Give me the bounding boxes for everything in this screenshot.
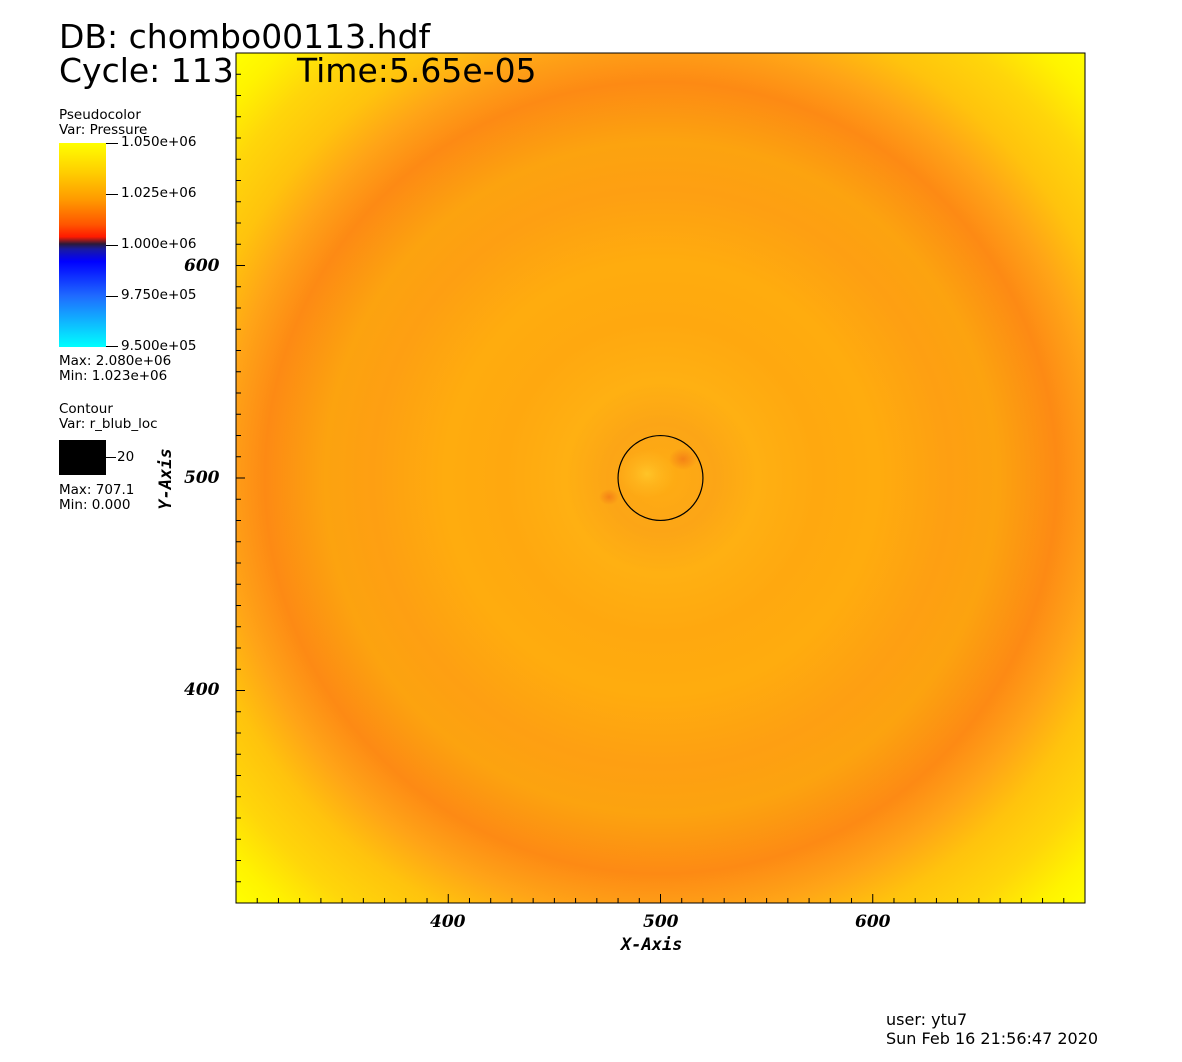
pseudocolor-legend-title: Pseudocolor [59, 107, 141, 123]
pseudocolor-var: Var: Pressure [59, 122, 148, 138]
cycle-label: Cycle: 113 [59, 51, 234, 90]
core-highlight [619, 450, 675, 498]
x-tick-label: 600 [855, 912, 891, 932]
colorbar-tick-mark [106, 245, 118, 246]
contour-tick-mark [106, 457, 116, 458]
user-label: user: ytu7 [886, 1010, 968, 1029]
y-tick-label: 400 [184, 680, 220, 700]
colorbar-tick-mark [106, 346, 118, 347]
colorbar-tick-mark [106, 143, 118, 144]
hot-spot [599, 489, 619, 505]
time-label: Time:5.65e-05 [297, 51, 537, 90]
contour-swatch [59, 440, 106, 475]
colorbar-tick-label: 9.750e+05 [121, 287, 197, 303]
y-tick-label: 600 [184, 256, 220, 276]
contour-line-r20 [617, 434, 704, 522]
pseudocolor-min: Min: 1.023e+06 [59, 368, 168, 384]
pseudocolor-colorbar [59, 143, 106, 347]
colorbar-tick-label: 1.025e+06 [121, 185, 197, 201]
x-tick-label: 500 [643, 912, 679, 932]
contour-level-label: 20 [117, 449, 135, 465]
x-axis-title: X-Axis [621, 935, 683, 955]
colorbar-tick-label: 9.500e+05 [121, 338, 197, 354]
axis-ticks [236, 73, 1065, 903]
colorbar-tick-mark [106, 194, 118, 195]
timestamp-label: Sun Feb 16 21:56:47 2020 [886, 1029, 1099, 1048]
contour-var: Var: r_blub_loc [59, 416, 158, 432]
hot-spot [669, 448, 697, 470]
y-axis-title: Y-Axis [156, 448, 176, 510]
y-tick-label: 500 [184, 468, 220, 488]
database-title: DB: chombo00113.hdf [59, 17, 431, 56]
colorbar-tick-label: 1.000e+06 [121, 236, 197, 252]
contour-legend-title: Contour [59, 401, 113, 417]
contour-min: Min: 0.000 [59, 497, 131, 513]
contour-max: Max: 707.1 [59, 482, 135, 498]
colorbar-tick-label: 1.050e+06 [121, 134, 197, 150]
pseudocolor-max: Max: 2.080e+06 [59, 353, 172, 369]
colorbar-tick-mark [106, 296, 118, 297]
x-tick-label: 400 [430, 912, 466, 932]
